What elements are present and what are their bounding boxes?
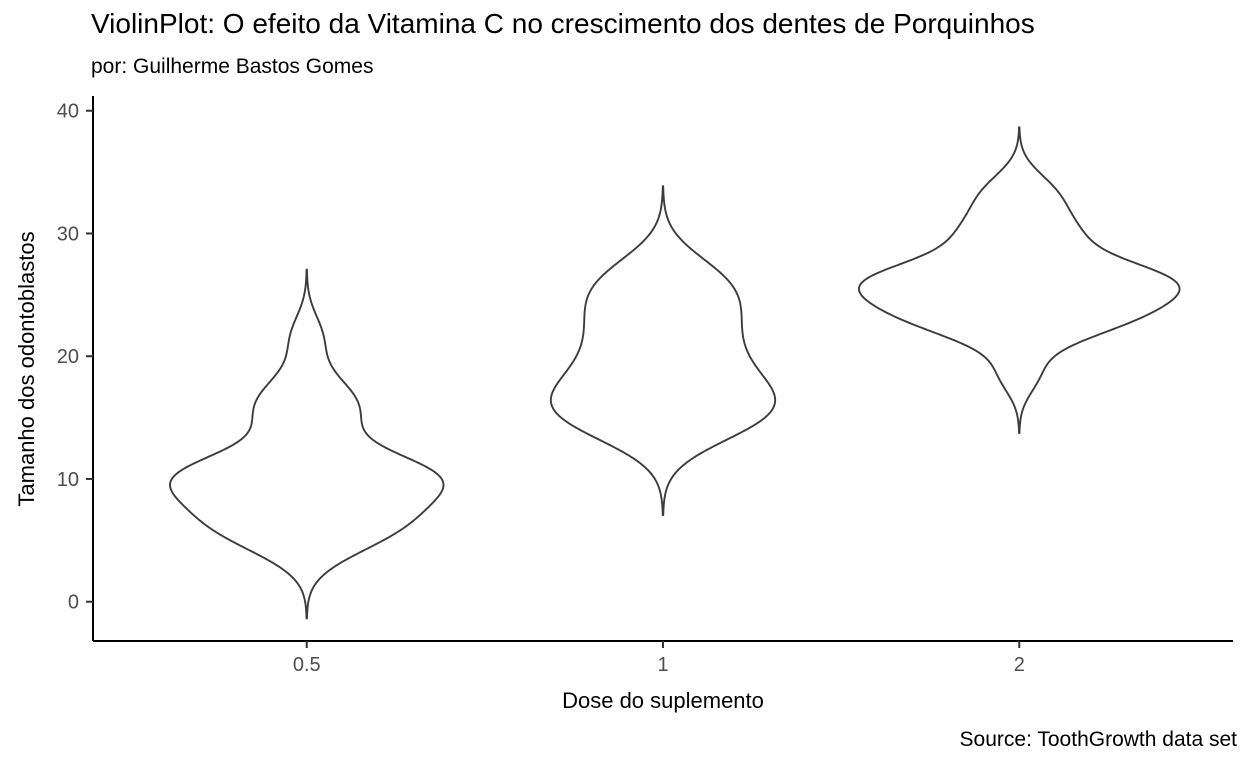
violin-dose-1 xyxy=(549,185,777,517)
x-tick-label: 1 xyxy=(657,654,668,676)
chart-title: ViolinPlot: O efeito da Vitamina C no cr… xyxy=(91,8,1035,39)
x-axis-title: Dose do suplemento xyxy=(562,688,764,713)
violin-dose-0.5 xyxy=(169,268,445,620)
y-tick-label: 0 xyxy=(68,592,79,614)
y-tick-label: 20 xyxy=(57,346,79,368)
chart-subtitle: por: Guilherme Bastos Gomes xyxy=(91,55,374,78)
y-tick-label: 30 xyxy=(57,223,79,245)
source-caption: Source: ToothGrowth data set xyxy=(959,728,1237,751)
violin-dose-2 xyxy=(857,126,1181,434)
x-tick-label: 0.5 xyxy=(293,654,321,676)
y-tick-label: 10 xyxy=(57,469,79,491)
x-tick-label: 2 xyxy=(1014,654,1025,676)
y-tick-label: 40 xyxy=(57,101,79,123)
